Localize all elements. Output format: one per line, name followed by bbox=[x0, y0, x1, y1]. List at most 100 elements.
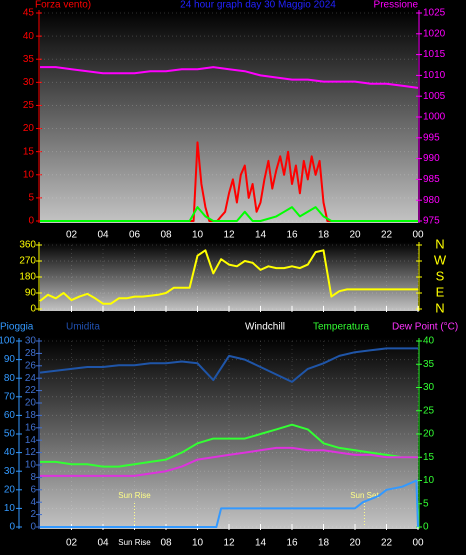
y-tick-label: 10 bbox=[4, 503, 16, 514]
y3-tick-label: 12 bbox=[25, 447, 37, 458]
y2-tick-label: 20 bbox=[423, 429, 435, 440]
y2-tick-label: 975 bbox=[423, 216, 440, 227]
y-tick-label: 15 bbox=[23, 146, 35, 157]
y2-tick-label: 25 bbox=[423, 405, 435, 416]
y3-tick-label: 2 bbox=[30, 509, 36, 520]
y-tick-label: 100 bbox=[0, 336, 15, 347]
y2-tick-label: 1020 bbox=[423, 28, 446, 39]
y2-tick-label: 1010 bbox=[423, 70, 446, 81]
series-line bbox=[40, 479, 419, 528]
x-tick-label: 04 bbox=[97, 538, 109, 549]
x-tick-label: Sun Rise bbox=[118, 538, 151, 547]
header-label: Temperatura bbox=[313, 322, 370, 333]
header-label: Windchill bbox=[245, 322, 285, 333]
y2-tick-label: S bbox=[436, 268, 445, 283]
series-line bbox=[40, 141, 418, 222]
y-tick-label: 5 bbox=[28, 193, 34, 204]
x-tick-label: 14 bbox=[255, 230, 267, 241]
y-tick-label: 90 bbox=[4, 354, 16, 365]
header-label: Pioggia bbox=[0, 322, 34, 333]
y3-tick-label: 16 bbox=[25, 422, 37, 433]
y2-tick-label: 1000 bbox=[423, 112, 446, 123]
y3-tick-label: 24 bbox=[25, 373, 37, 384]
y3-tick-label: 10 bbox=[25, 460, 37, 471]
x-tick-label: 12 bbox=[223, 230, 235, 241]
y3-tick-label: 22 bbox=[25, 385, 37, 396]
y-tick-label: 30 bbox=[23, 77, 35, 88]
header-label: Umidita bbox=[66, 322, 100, 333]
y3-tick-label: 26 bbox=[25, 360, 37, 371]
y2-tick-label: 980 bbox=[423, 195, 440, 206]
y2-tick-label: 995 bbox=[423, 132, 440, 143]
y-tick-label: 70 bbox=[4, 391, 16, 402]
y2-tick-label: 990 bbox=[423, 153, 440, 164]
y-tick-label: 0 bbox=[30, 304, 36, 315]
x-tick-label: 08 bbox=[160, 230, 172, 241]
y2-tick-label: 1025 bbox=[423, 8, 446, 19]
y3-tick-label: 8 bbox=[30, 472, 36, 483]
y-tick-label: 40 bbox=[4, 447, 16, 458]
y3-tick-label: 14 bbox=[25, 435, 37, 446]
y2-tick-label: 35 bbox=[423, 359, 435, 370]
chart-title: 24 hour graph day 30 Maggio 2024 bbox=[180, 0, 336, 11]
plot-background bbox=[40, 338, 418, 529]
y-tick-label: 180 bbox=[19, 272, 36, 283]
x-tick-label: 22 bbox=[381, 230, 393, 241]
y2-tick-label: 5 bbox=[423, 498, 429, 509]
y2-tick-label: E bbox=[436, 284, 445, 299]
header-label: Dew Point (°C) bbox=[392, 322, 458, 333]
annotation-label: Sun Set bbox=[350, 491, 379, 500]
y-tick-label: 80 bbox=[4, 373, 16, 384]
y-tick-label: 25 bbox=[23, 100, 35, 111]
series-line bbox=[40, 446, 418, 477]
y-tick-label: 35 bbox=[23, 54, 35, 65]
series-line bbox=[39, 249, 418, 305]
x-tick-label: 20 bbox=[349, 538, 361, 549]
annotation-label: Sun Rise bbox=[118, 491, 151, 500]
y2-axis-title: Pressione bbox=[374, 0, 419, 11]
y-tick-label: 10 bbox=[23, 169, 35, 180]
y3-tick-label: 18 bbox=[25, 410, 37, 421]
y-tick-label: 270 bbox=[19, 256, 36, 267]
y-axis-title: Forza vento) bbox=[35, 0, 91, 11]
y-tick-label: 0 bbox=[9, 522, 15, 533]
plot-background bbox=[40, 242, 418, 311]
series-line bbox=[39, 347, 418, 383]
y2-tick-label: 1015 bbox=[423, 49, 446, 60]
y2-tick-label: N bbox=[435, 300, 444, 315]
y2-tick-label: 15 bbox=[423, 452, 435, 463]
x-tick-label: 16 bbox=[286, 230, 298, 241]
x-tick-label: 14 bbox=[255, 538, 267, 549]
x-tick-label: 02 bbox=[66, 538, 78, 549]
plot-background bbox=[40, 10, 418, 223]
y2-tick-label: 1005 bbox=[423, 91, 446, 102]
x-tick-label: 02 bbox=[66, 230, 78, 241]
y-tick-label: 60 bbox=[4, 410, 16, 421]
y-tick-label: 40 bbox=[23, 31, 35, 42]
y2-tick-label: 30 bbox=[423, 382, 435, 393]
y3-tick-label: 4 bbox=[30, 497, 36, 508]
y2-tick-label: W bbox=[434, 252, 447, 267]
y3-tick-label: 6 bbox=[30, 484, 36, 495]
y-tick-label: 50 bbox=[4, 429, 16, 440]
x-tick-label: 00 bbox=[412, 538, 424, 549]
y-tick-label: 20 bbox=[4, 484, 16, 495]
y3-tick-label: 0 bbox=[30, 522, 36, 533]
y2-tick-label: 40 bbox=[423, 336, 435, 347]
series-line bbox=[40, 66, 419, 89]
y-tick-label: 360 bbox=[19, 240, 36, 251]
x-tick-label: 20 bbox=[349, 230, 361, 241]
y2-tick-label: 10 bbox=[423, 475, 435, 486]
x-tick-label: 06 bbox=[129, 230, 141, 241]
y-tick-label: 0 bbox=[28, 216, 34, 227]
x-tick-label: 08 bbox=[160, 538, 172, 549]
y3-tick-label: 20 bbox=[25, 398, 37, 409]
y2-tick-label: 985 bbox=[423, 174, 440, 185]
x-tick-label: 10 bbox=[192, 538, 204, 549]
x-tick-label: 12 bbox=[223, 538, 235, 549]
x-tick-label: 16 bbox=[286, 538, 298, 549]
x-tick-label: 04 bbox=[97, 230, 109, 241]
y-tick-label: 30 bbox=[4, 466, 16, 477]
y-tick-label: 45 bbox=[23, 8, 35, 19]
